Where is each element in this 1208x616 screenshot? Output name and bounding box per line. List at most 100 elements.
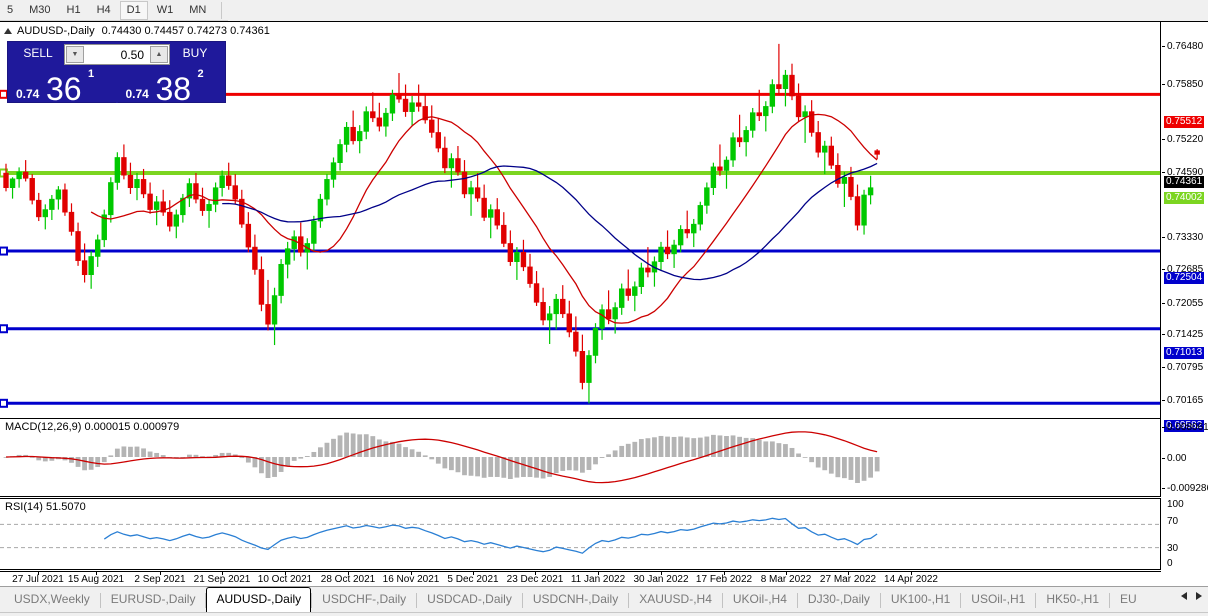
price-scale-axis[interactable]: 0.76480 0.75850 0.75220 0.74590 0.73330 0.726… [1162,22,1208,432]
buy-label[interactable]: BUY [182,46,208,60]
price-tick: 0.75220 [1162,134,1203,145]
date-tick [96,572,97,575]
date-label: 30 Jan 2022 [633,574,689,585]
tab-divider [796,593,798,608]
rsi-tick: 0 [1167,558,1173,569]
timeframe-button-group: 5 M30 H1 H4 D1 W1 MN [0,0,215,20]
one-click-trading-panel[interactable]: SELL ▼ 0.50 ▲ BUY 0.74 36 1 0.74 38 2 [7,41,226,103]
triangle-up-icon[interactable] [4,28,12,34]
date-label: 27 Mar 2022 [819,574,877,585]
chart-tab-list: USDX,Weekly EURUSD-,Daily AUDUSD-,Daily USD… [4,587,1147,612]
chart-tab-eu[interactable]: EU [1120,592,1137,606]
chart-tab-hk50h1[interactable]: HK50-,H1 [1046,592,1099,606]
timeframe-toolbar: 5 M30 H1 H4 D1 W1 MN [0,0,1208,21]
buy-button[interactable]: 0.74 38 2 [118,67,226,103]
date-tick [535,572,536,575]
price-tick: 0.72685 [1162,264,1203,275]
date-axis[interactable]: 27 Jul 2021 15 Aug 2021 2 Sep 2021 21 Sep 2… [0,571,1161,587]
date-label: 28 Oct 2021 [320,574,376,585]
chart-tab-usdxweekly[interactable]: USDX,Weekly [14,592,90,606]
date-label: 11 Jan 2022 [570,574,626,585]
sell-label[interactable]: SELL [23,46,53,60]
chart-tab-audusddaily[interactable]: AUDUSD-,Daily [206,587,312,612]
timeframe-button-m30[interactable]: M30 [29,3,51,16]
price-tick: 0.71425 [1162,329,1203,340]
chart-tab-dj30daily[interactable]: DJ30-,Daily [807,592,870,606]
trade-panel-prices-row: 0.74 36 1 0.74 38 2 [8,67,225,103]
date-tick [222,572,223,575]
volume-value[interactable]: 0.50 [120,47,144,62]
timeframe-button-mn[interactable]: MN [189,3,207,16]
support-level-blue3-badge[interactable]: 0.69582 [1164,420,1205,432]
timeframe-button-w1[interactable]: W1 [156,3,174,16]
date-tick [38,572,39,575]
price-tick: 0.70165 [1162,395,1203,406]
sell-price-fraction: 1 [88,68,95,80]
candlestick-plot [0,43,1160,408]
date-tick [724,572,725,575]
triangle-left-icon[interactable] [1181,592,1187,600]
timeframe-button-5[interactable]: 5 [7,3,14,16]
macd-tick: 0.008061 [1162,422,1208,433]
current-price-badge[interactable]: 0.74361 [1164,176,1205,188]
tab-divider [416,593,418,608]
date-tick [285,572,286,575]
chart-tab-usoilh1[interactable]: USOil-,H1 [971,592,1026,606]
date-tick [848,572,849,575]
date-label: 17 Feb 2022 [695,574,753,585]
tab-scroll-controls [1177,587,1208,600]
date-label: 27 Jul 2021 [12,574,64,585]
chart-tab-xauusdh4[interactable]: XAUUSD-,H4 [639,592,712,606]
date-tick [411,572,412,575]
tab-divider [521,593,523,608]
timeframe-button-h1[interactable]: H1 [66,3,81,16]
macd-indicator-pane[interactable]: MACD(12,26,9) 0.000015 0.000979 [0,418,1161,497]
resistance-level-badge[interactable]: 0.75512 [1164,116,1205,128]
buy-price-main: 38 [155,71,192,103]
chart-tab-usdchfdaily[interactable]: USDCHF-,Daily [322,592,407,606]
price-chart-pane[interactable] [0,22,1161,418]
macd-plot [3,431,880,484]
chevron-up-icon[interactable]: ▲ [150,46,168,63]
rsi-tick: 100 [1167,499,1184,510]
chart-tab-usdcaddaily[interactable]: USDCAD-,Daily [427,592,512,606]
toolbar-divider [221,1,223,19]
date-tick [598,572,599,575]
date-label: 15 Aug 2021 [67,574,125,585]
chart-tab-usdcnhdaily[interactable]: USDCNH-,Daily [532,592,619,606]
buy-price-prefix: 0.74 [125,87,149,101]
chart-tab-ukoilh4[interactable]: UKOil-,H4 [732,592,787,606]
rsi-indicator-pane[interactable]: RSI(14) 51.5070 [0,498,1161,570]
buy-price-fraction: 2 [197,68,204,80]
timeframe-button-d1[interactable]: D1 [119,0,148,20]
macd-tick: -0.009286 [1162,483,1208,494]
rsi-tick: 30 [1167,543,1179,554]
date-tick [911,572,912,575]
trade-panel-controls-row: SELL ▼ 0.50 ▲ BUY [8,42,225,67]
date-label: 8 Mar 2022 [760,574,812,585]
toolbar-empty-area [228,0,1208,21]
macd-label: MACD(12,26,9) 0.000015 0.000979 [5,421,180,433]
support-level-blue2-badge[interactable]: 0.71013 [1164,347,1205,359]
sell-button[interactable]: 0.74 36 1 [8,67,118,103]
sell-price-main: 36 [46,71,82,103]
date-tick [473,572,474,575]
rsi-scale-axis: 100 70 30 0 [1162,499,1208,571]
chart-symbol-label: AUDUSD-,Daily [17,25,95,37]
tab-divider [960,593,962,608]
chart-tab-uk100h1[interactable]: UK100-,H1 [890,592,951,606]
chart-area[interactable]: AUDUSD-,Daily 0.74430 0.74457 0.74273 0.… [0,21,1208,586]
support-level-blue-badge[interactable]: 0.72504 [1164,272,1205,284]
chart-tab-eurusddaily[interactable]: EURUSD-,Daily [110,592,196,606]
tab-divider [99,593,101,608]
volume-input[interactable]: ▼ 0.50 ▲ [64,44,170,65]
price-tick: 0.70795 [1162,362,1203,373]
macd-scale-axis: 0.008061 0.00 -0.009286 [1162,419,1208,498]
chevron-down-icon[interactable]: ▼ [66,46,84,63]
timeframe-button-h4[interactable]: H4 [96,3,111,16]
rsi-plot [0,517,1160,554]
date-tick [348,572,349,575]
triangle-right-icon[interactable] [1196,592,1202,600]
support-level-green-badge[interactable]: 0.74002 [1164,192,1205,204]
